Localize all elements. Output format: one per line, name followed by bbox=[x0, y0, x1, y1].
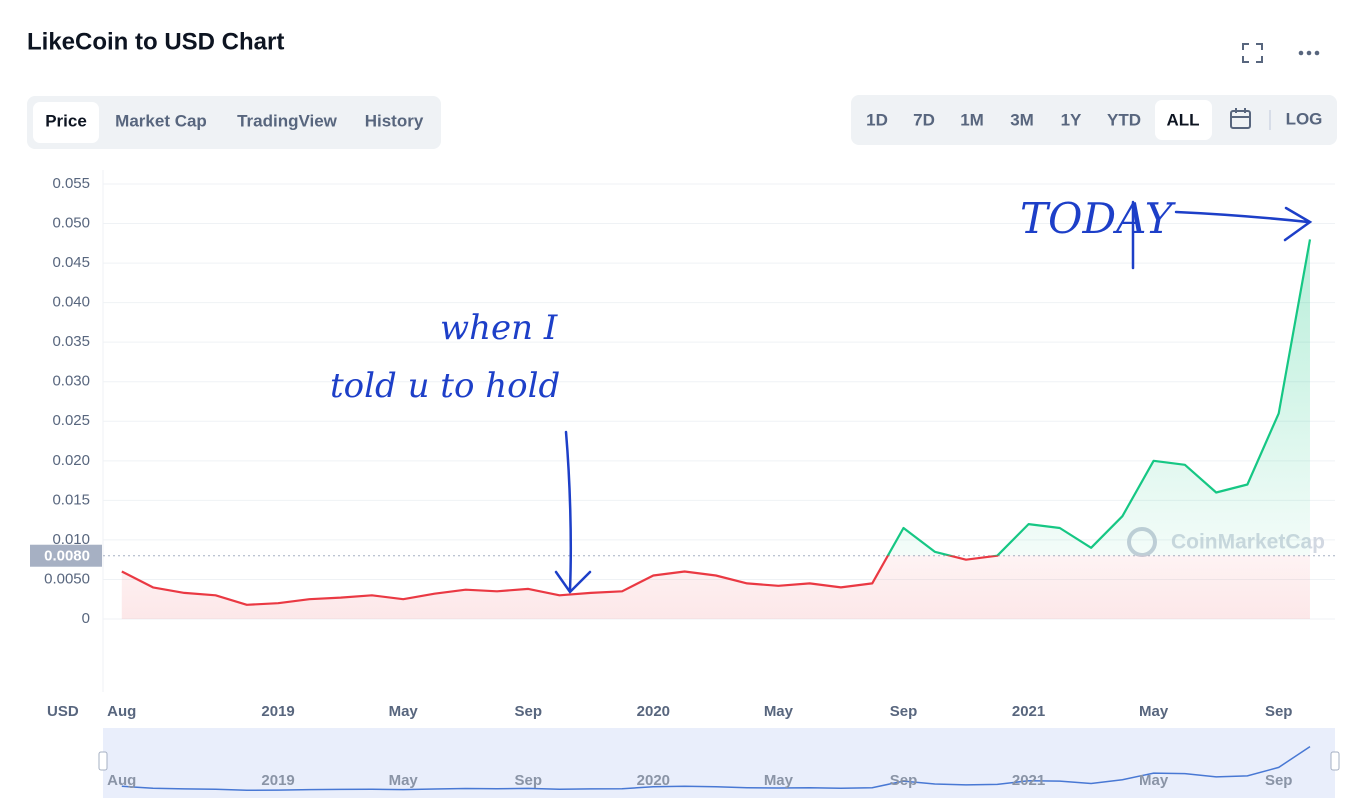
log-button[interactable]: LOG bbox=[1286, 109, 1323, 128]
navigator-tick-label: Aug bbox=[107, 772, 136, 789]
x-tick-label: 2020 bbox=[637, 703, 670, 720]
x-tick-label: May bbox=[389, 703, 419, 720]
active-range bbox=[1155, 100, 1212, 140]
range-button[interactable]: 1M bbox=[960, 110, 984, 129]
annotation: told u to hold bbox=[330, 366, 560, 406]
y-tick-label: 0.055 bbox=[52, 175, 90, 192]
x-tick-label: Sep bbox=[1265, 703, 1293, 720]
price-line bbox=[121, 239, 1312, 606]
navigator-line bbox=[121, 745, 1311, 792]
price-area bbox=[121, 239, 1310, 619]
range-button[interactable]: YTD bbox=[1107, 110, 1141, 129]
tab[interactable]: Price bbox=[45, 111, 87, 130]
navigator-tick-label: Sep bbox=[515, 772, 543, 789]
y-tick-label: 0.035 bbox=[52, 333, 90, 350]
x-tick-label: 2019 bbox=[261, 703, 294, 720]
navigator-tick-label: 2019 bbox=[261, 772, 294, 789]
y-tick-label: 0.045 bbox=[52, 254, 90, 271]
navigator-tick-label: 2020 bbox=[637, 772, 670, 789]
tab[interactable]: History bbox=[365, 111, 424, 130]
y-tick-label: 0.015 bbox=[52, 491, 90, 508]
x-tick-label: Sep bbox=[890, 703, 918, 720]
active-tab bbox=[33, 102, 99, 143]
tab-bar bbox=[27, 96, 441, 149]
y-tick-label: 0.025 bbox=[52, 412, 90, 429]
y-tick-label: 0 bbox=[82, 610, 90, 627]
range-button[interactable]: ALL bbox=[1166, 110, 1199, 129]
range-bar bbox=[851, 95, 1337, 145]
range-button[interactable]: 1D bbox=[866, 110, 888, 129]
navigator-tick-label: Sep bbox=[890, 772, 918, 789]
price-chart: 0 0.0050 0.010 0.015 0.020 0.025 0.030 0.035 0.0… bbox=[30, 170, 1340, 798]
x-tick-label: Sep bbox=[515, 703, 543, 720]
tab[interactable]: Market Cap bbox=[115, 111, 207, 130]
y-tick-label: 0.050 bbox=[52, 215, 90, 232]
navigator-tick-label: 2021 bbox=[1012, 772, 1045, 789]
annotation: when I bbox=[440, 308, 558, 348]
navigator-tick-label: Sep bbox=[1265, 772, 1293, 789]
range-button[interactable]: 3M bbox=[1010, 110, 1034, 129]
y-axis-label: USD bbox=[47, 703, 79, 720]
x-tick-label: Aug bbox=[107, 703, 136, 720]
annotation: TODAY bbox=[1020, 194, 1177, 243]
fullscreen-icon[interactable] bbox=[1242, 43, 1263, 63]
y-tick-label: 0.010 bbox=[52, 531, 90, 548]
y-tick-label: 0.030 bbox=[52, 373, 90, 390]
navigator-tick-label: May bbox=[389, 772, 419, 789]
x-tick-label: May bbox=[1139, 703, 1169, 720]
annotation-arrows bbox=[554, 200, 1313, 594]
more-icon[interactable] bbox=[1298, 50, 1320, 56]
y-tick-label: 0.020 bbox=[52, 452, 90, 469]
navigator-handle[interactable] bbox=[98, 751, 108, 771]
tab[interactable]: TradingView bbox=[237, 111, 338, 130]
calendar-icon[interactable] bbox=[1230, 108, 1251, 129]
x-tick-label: 2021 bbox=[1012, 703, 1045, 720]
navigator-tick-label: May bbox=[1139, 772, 1169, 789]
navigator-handle[interactable] bbox=[1330, 751, 1340, 771]
reference-label: 0.0080 bbox=[44, 548, 90, 565]
range-button[interactable]: 7D bbox=[913, 110, 935, 129]
page-title: LikeCoin to USD Chart bbox=[27, 28, 284, 55]
reference-label-box bbox=[30, 544, 102, 567]
y-tick-label: 0.0050 bbox=[44, 570, 90, 587]
navigator-tick-label: May bbox=[764, 772, 794, 789]
range-button[interactable]: 1Y bbox=[1061, 110, 1082, 129]
y-tick-label: 0.040 bbox=[52, 294, 90, 311]
x-tick-label: May bbox=[764, 703, 794, 720]
